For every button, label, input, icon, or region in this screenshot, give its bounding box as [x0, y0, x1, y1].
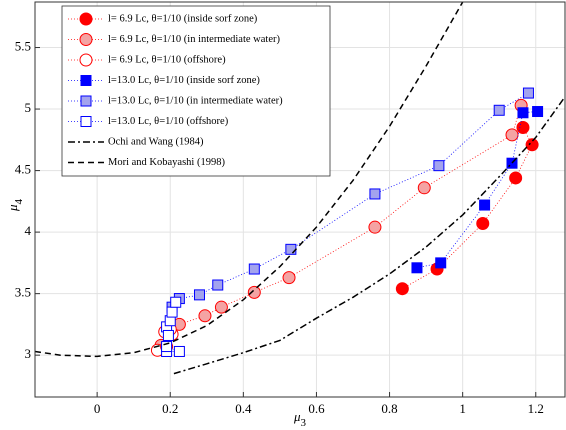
- point: [517, 107, 529, 119]
- point: [476, 216, 490, 230]
- y-axis-label: μ4: [5, 198, 25, 212]
- point: [516, 121, 530, 135]
- x-tick-label: 0.6: [308, 401, 325, 416]
- point: [506, 157, 518, 169]
- legend-label: l= 6.9 Lc, θ=1/10 (inside sorf zone): [108, 13, 258, 24]
- series-line: [402, 127, 533, 290]
- point: [433, 160, 445, 172]
- point: [505, 128, 519, 142]
- x-axis-label-symbol: μ: [293, 409, 301, 424]
- x-tick-label: 0.8: [381, 401, 397, 416]
- point: [161, 341, 173, 353]
- point: [170, 296, 182, 308]
- plot-frame: [34, 1, 566, 398]
- x-tick-label: 1.2: [528, 401, 544, 416]
- point: [479, 199, 491, 211]
- legend-label: l= 6.9 Lc, θ=1/10 (offshore): [108, 54, 226, 65]
- point: [395, 282, 409, 296]
- point: [493, 104, 505, 116]
- point: [369, 188, 381, 200]
- point: [417, 181, 431, 195]
- legend-label: l=13.0 Lc, θ=1/10 (in intermediate water…: [108, 95, 283, 106]
- point: [198, 309, 212, 323]
- y-tick-label: 4: [25, 223, 32, 238]
- point: [522, 87, 534, 99]
- point: [509, 171, 523, 185]
- legend-box: [61, 5, 331, 177]
- x-axis-label: μ3: [293, 409, 307, 429]
- point: [368, 220, 382, 234]
- point: [247, 285, 261, 299]
- y-axis-label-symbol: μ: [5, 204, 20, 212]
- point: [411, 262, 423, 274]
- point: [166, 306, 178, 318]
- point: [80, 116, 92, 127]
- y-axis-label-sub: 4: [13, 198, 25, 204]
- point: [79, 53, 93, 67]
- point: [79, 12, 93, 26]
- y-tick-label: 3: [25, 346, 32, 361]
- x-tick-label: 0.4: [235, 401, 252, 416]
- y-tick-label: 4.5: [15, 162, 31, 177]
- series-line: [171, 92, 529, 308]
- point: [532, 106, 544, 118]
- point: [80, 95, 92, 107]
- legend-label: Mori and Kobayashi (1998): [108, 157, 225, 168]
- y-tick-label: 5.5: [15, 39, 31, 54]
- reference-curve: [35, 2, 464, 358]
- reference-curve: [173, 96, 565, 375]
- point: [525, 138, 539, 152]
- point: [173, 345, 185, 357]
- point: [214, 300, 228, 314]
- point: [285, 243, 297, 255]
- x-tick-label: 0: [94, 401, 101, 416]
- point: [80, 75, 92, 86]
- point: [79, 33, 93, 46]
- legend-label: Ochi and Wang (1984): [108, 136, 204, 147]
- y-tick-label: 5: [25, 100, 32, 115]
- point: [282, 271, 296, 285]
- x-axis-label-sub: 3: [301, 417, 307, 429]
- legend-label: l=13.0 Lc, θ=1/10 (offshore): [108, 116, 229, 127]
- legend-label: l=13.0 Lc, θ=1/10 (inside sorf zone): [108, 75, 260, 86]
- x-tick-label: 1: [459, 401, 466, 416]
- plot-layer: [35, 2, 565, 375]
- legend-label: l= 6.9 Lc, θ=1/10 (in intermediate water…: [108, 34, 280, 45]
- y-tick-label: 3.5: [15, 285, 31, 300]
- point: [248, 263, 260, 275]
- point: [193, 289, 205, 301]
- point: [212, 279, 224, 291]
- x-tick-label: 0.2: [162, 401, 178, 416]
- point: [435, 257, 447, 269]
- point: [162, 329, 174, 341]
